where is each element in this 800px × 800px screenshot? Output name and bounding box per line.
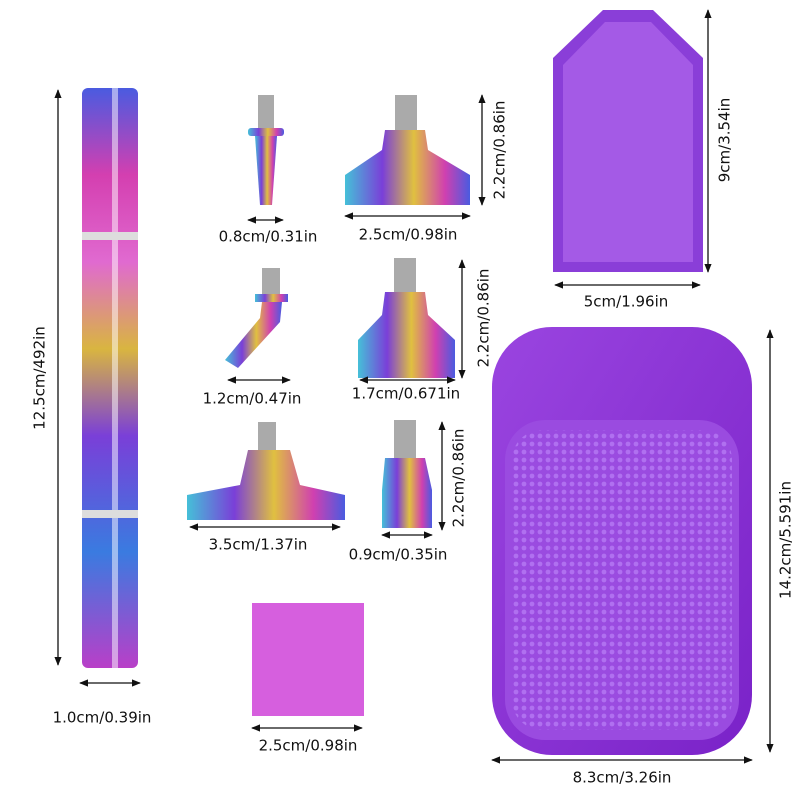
dimension-label: 12.5cm/492in: [31, 326, 49, 430]
dimension-label: 1.0cm/0.39in: [53, 709, 152, 727]
dimension-label: 9cm/3.54in: [716, 98, 734, 183]
dimension-label: 2.5cm/0.98in: [259, 737, 358, 755]
dimension-lines: 12.5cm/492in 1.0cm/0.39in 0.8cm/0.31in 2.5c…: [31, 9, 795, 787]
product-shapes: [82, 10, 752, 755]
dimension-label: 0.9cm/0.35in: [349, 546, 448, 564]
dimension-label: 2.5cm/0.98in: [359, 226, 458, 244]
dimension-label: 14.2cm/5.591in: [777, 481, 795, 599]
dimension-label: 0.8cm/0.31in: [219, 228, 318, 246]
dimension-label: 5cm/1.96in: [584, 293, 669, 311]
dimension-label: 1.2cm/0.47in: [203, 390, 302, 408]
dimension-label: 2.2cm/0.86in: [475, 269, 493, 368]
dimension-label: 3.5cm/1.37in: [209, 536, 308, 554]
dimension-label: 1.7cm/0.671in: [352, 385, 460, 403]
dimension-label: 2.2cm/0.86in: [491, 101, 509, 200]
dimension-label: 8.3cm/3.26in: [573, 769, 672, 787]
dimension-label: 2.2cm/0.86in: [450, 429, 468, 528]
